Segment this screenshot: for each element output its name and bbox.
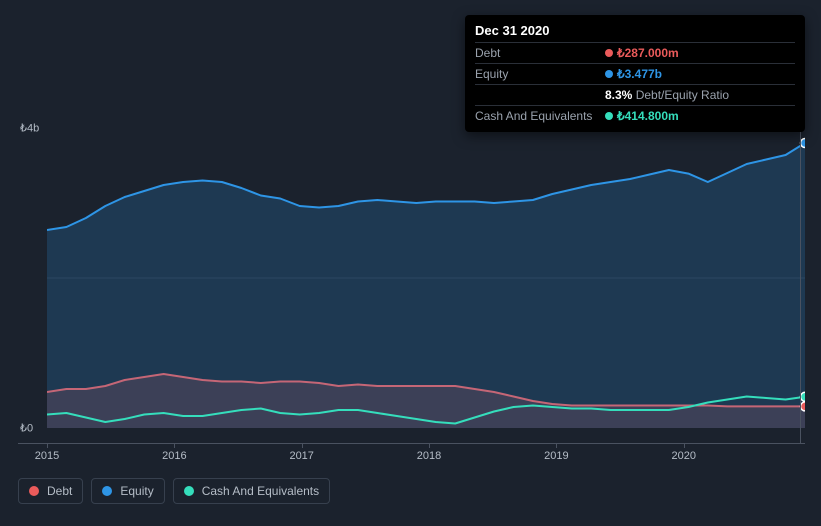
x-axis-line [18, 443, 805, 444]
tooltip-row: Cash And Equivalents₺414.800m [475, 105, 795, 126]
debt-end-marker [801, 402, 806, 411]
x-axis-tick-label: 2017 [289, 450, 313, 462]
y-axis-tick-label: ₺0 [20, 422, 33, 435]
tooltip-row-label [475, 87, 605, 103]
tooltip-row-label: Equity [475, 66, 605, 82]
x-axis-tick-label: 2016 [162, 450, 186, 462]
chart-legend: Debt Equity Cash And Equivalents [18, 478, 330, 504]
y-axis-tick-label: ₺4b [20, 122, 39, 135]
x-axis-tick [429, 443, 430, 448]
x-axis-tick [556, 443, 557, 448]
x-axis-tick-label: 2020 [671, 450, 695, 462]
x-axis-tick-label: 2019 [544, 450, 568, 462]
debt-legend-dot-icon [29, 486, 39, 496]
x-axis-tick [302, 443, 303, 448]
cash-end-marker [801, 392, 806, 401]
cash-marker-icon [605, 112, 613, 120]
legend-item-cash[interactable]: Cash And Equivalents [173, 478, 330, 504]
equity-marker-icon [605, 70, 613, 78]
x-axis-tick [47, 443, 48, 448]
tooltip-row-value: ₺3.477b [605, 66, 795, 82]
chart-cursor-line [800, 128, 801, 443]
tooltip-row: Debt₺287.000m [475, 42, 795, 63]
tooltip-row-label: Debt [475, 45, 605, 61]
x-axis-tick [174, 443, 175, 448]
legend-item-debt[interactable]: Debt [18, 478, 83, 504]
legend-label: Cash And Equivalents [202, 484, 319, 498]
tooltip-rows: Debt₺287.000mEquity₺3.477b8.3% Debt/Equi… [475, 42, 795, 126]
tooltip-date: Dec 31 2020 [475, 21, 795, 42]
legend-item-equity[interactable]: Equity [91, 478, 164, 504]
cash-legend-dot-icon [184, 486, 194, 496]
tooltip-row-value: ₺414.800m [605, 108, 795, 124]
tooltip-row: 8.3% Debt/Equity Ratio [475, 84, 795, 105]
x-axis-tick-label: 2018 [417, 450, 441, 462]
tooltip-row: Equity₺3.477b [475, 63, 795, 84]
equity-end-marker [801, 139, 806, 148]
x-axis-tick-label: 2015 [35, 450, 59, 462]
debt-marker-icon [605, 49, 613, 57]
chart-plot-area[interactable] [47, 128, 805, 428]
legend-label: Equity [120, 484, 153, 498]
equity-legend-dot-icon [102, 486, 112, 496]
tooltip-row-value: ₺287.000m [605, 45, 795, 61]
chart-tooltip: Dec 31 2020 Debt₺287.000mEquity₺3.477b8.… [465, 15, 805, 132]
tooltip-row-value: 8.3% Debt/Equity Ratio [605, 87, 795, 103]
x-axis-tick [684, 443, 685, 448]
financial-history-chart: Dec 31 2020 Debt₺287.000mEquity₺3.477b8.… [0, 0, 821, 526]
legend-label: Debt [47, 484, 72, 498]
tooltip-row-label: Cash And Equivalents [475, 108, 605, 124]
